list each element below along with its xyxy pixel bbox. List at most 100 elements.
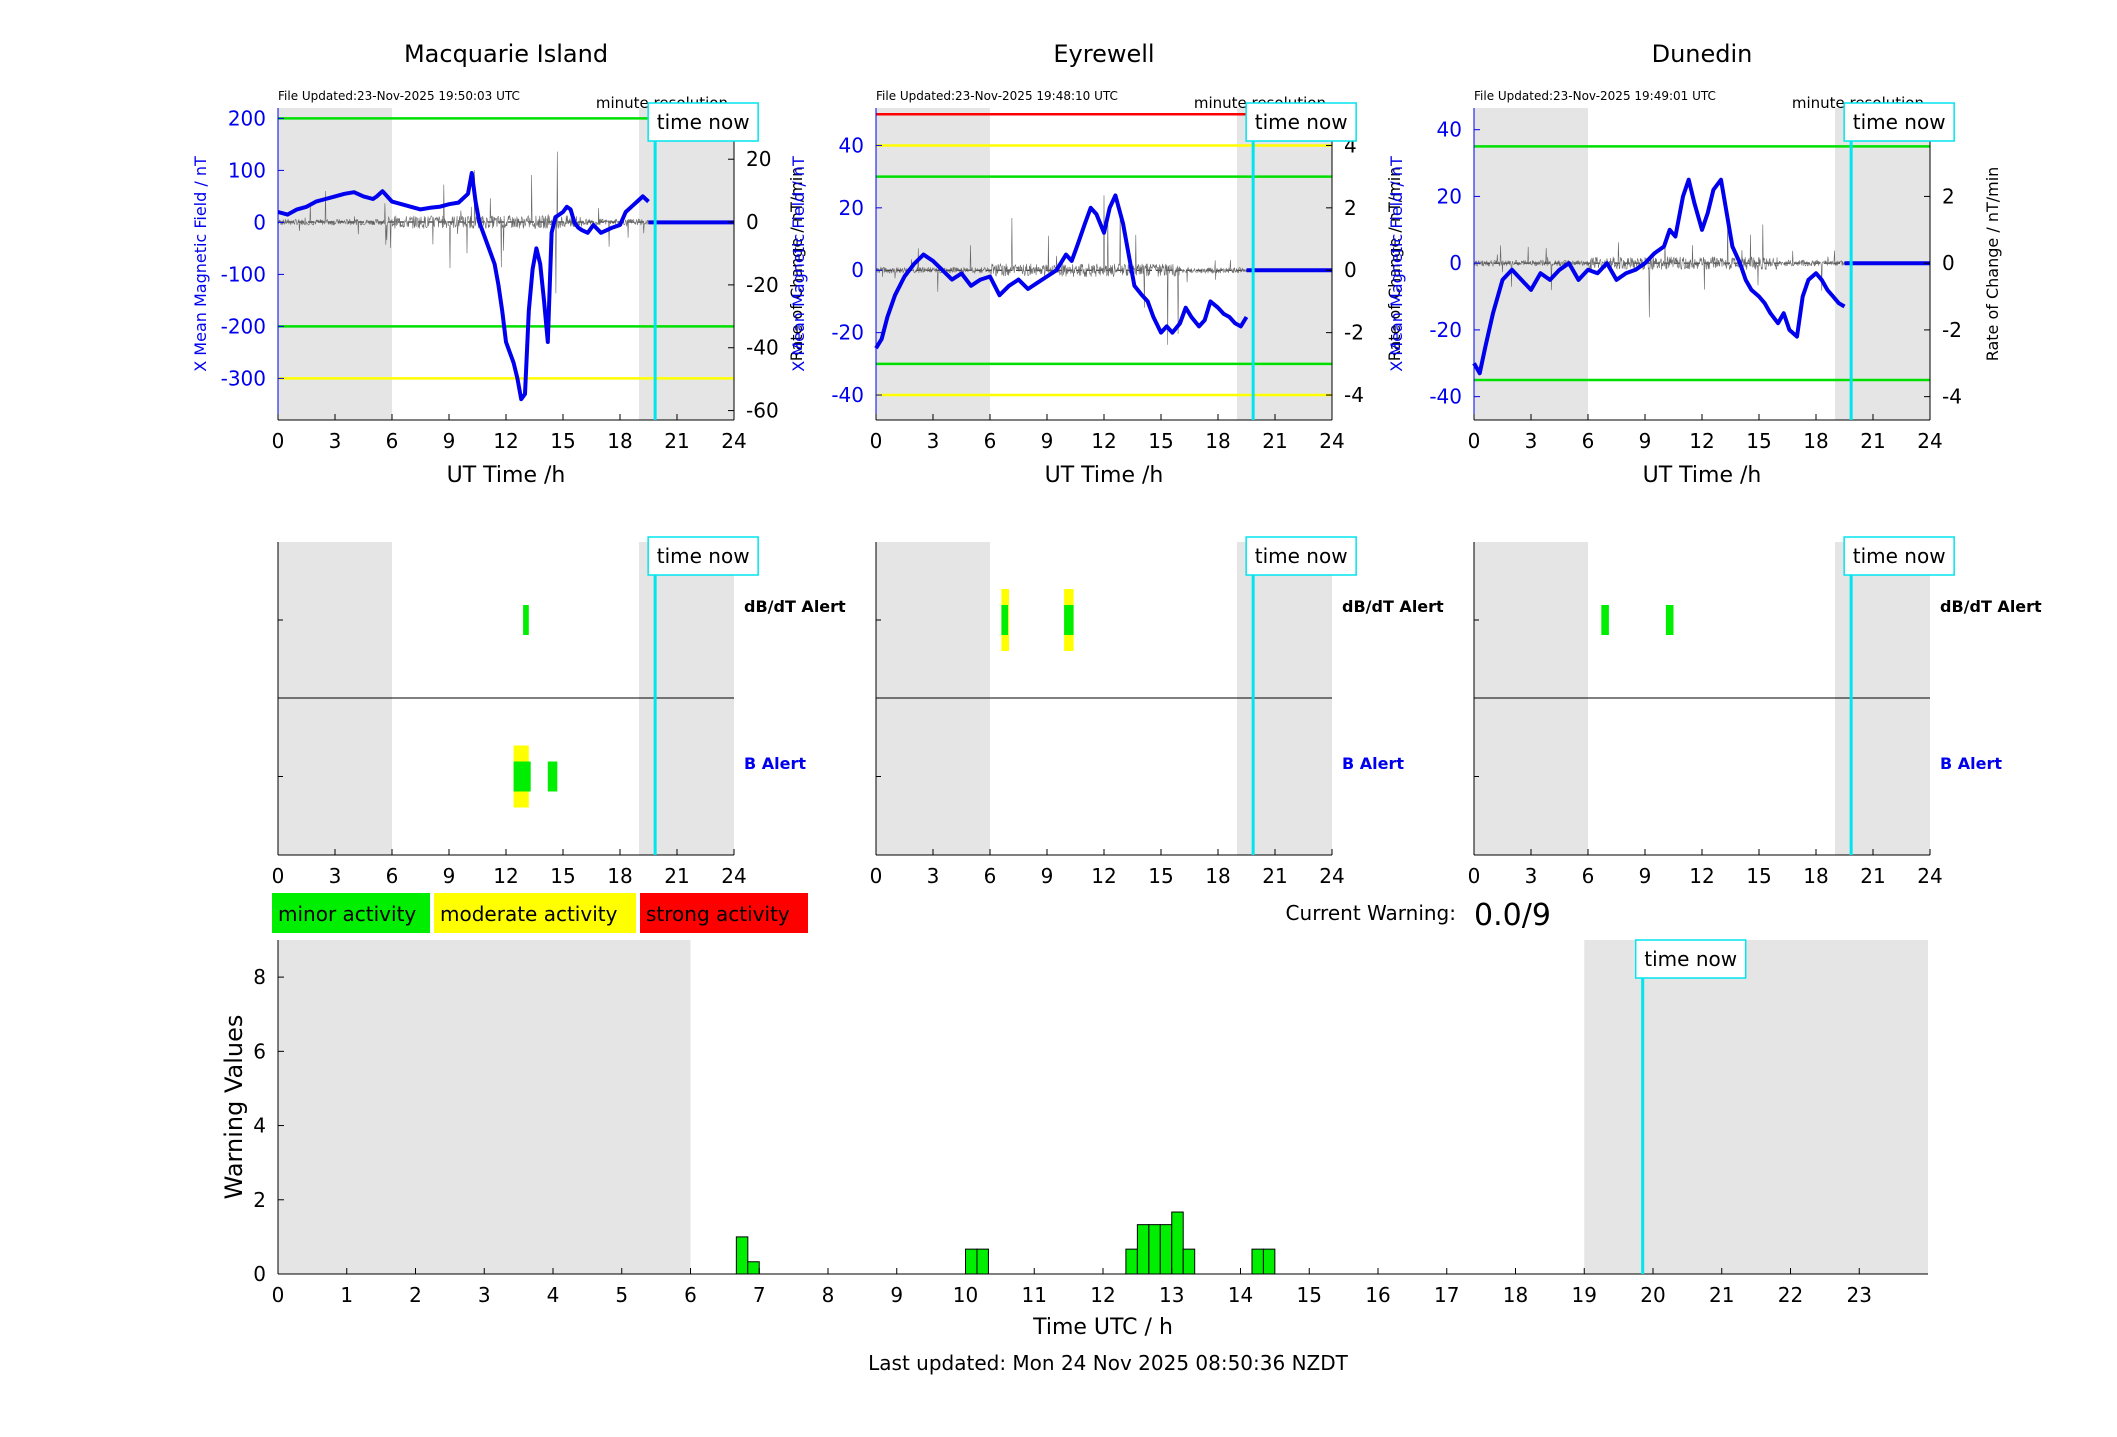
y-tick-label: 20: [1437, 184, 1462, 208]
x-tick-label: 1: [340, 1283, 353, 1307]
time-now-label: time now: [1255, 110, 1348, 134]
x-tick-label: 15: [1746, 864, 1771, 888]
y-tick-label: -20: [831, 321, 864, 345]
x-tick-label: 6: [386, 864, 399, 888]
x-tick-label: 6: [1582, 864, 1595, 888]
x-tick-label: 23: [1847, 1283, 1872, 1307]
x-tick-label: 3: [927, 429, 940, 453]
x-tick-label: 15: [550, 864, 575, 888]
y-tick-right-label: 20: [746, 147, 771, 171]
x-tick-label: 17: [1434, 1283, 1459, 1307]
y-tick-right-label: -4: [1344, 383, 1364, 407]
x-tick-label: 16: [1365, 1283, 1390, 1307]
time-now-box: [1245, 102, 1357, 142]
y-tick-right-label: 2: [1942, 184, 1955, 208]
x-tick-label: 24: [1917, 864, 1942, 888]
x-tick-label: 6: [684, 1283, 697, 1307]
x-tick-label: 24: [721, 429, 746, 453]
x-tick-label: 0: [272, 1283, 285, 1307]
x-tick-label: 18: [1803, 429, 1828, 453]
legend-item-2: [640, 893, 808, 933]
x-tick-label: 21: [664, 429, 689, 453]
current-warning-label: Current Warning:: [1286, 901, 1456, 925]
x-tick-label: 15: [1148, 864, 1173, 888]
chart-title: Macquarie Island: [404, 40, 608, 68]
x-axis-label: UT Time /h: [1045, 463, 1164, 488]
dbdt-alert-label: dB/dT Alert: [1342, 597, 1444, 616]
legend-label: strong activity: [646, 902, 790, 926]
x-tick-label: 12: [1090, 1283, 1115, 1307]
x-tick-label: 24: [1319, 864, 1344, 888]
x-tick-label: 6: [1582, 429, 1595, 453]
y-tick-right-label: 2: [1344, 196, 1357, 220]
y-axis-label: X Mean Magnetic Field / nT: [1387, 156, 1406, 372]
dbdt-alert-label: dB/dT Alert: [1940, 597, 2042, 616]
y-tick-right-label: 0: [1942, 251, 1955, 275]
chart-title: Eyrewell: [1053, 40, 1154, 68]
x-tick-label: 21: [1709, 1283, 1734, 1307]
b-alert-label: B Alert: [1940, 754, 2002, 773]
time-now-box: [1843, 102, 1955, 142]
night-shading: [876, 108, 990, 420]
y-tick-right-label: 0: [746, 210, 759, 234]
warning-bar: [747, 1261, 760, 1275]
x-tick-label: 9: [443, 864, 456, 888]
y-tick-label: 0: [253, 210, 266, 234]
x-tick-label: 3: [329, 864, 342, 888]
x-tick-label: 24: [1917, 429, 1942, 453]
x-tick-label: 18: [607, 864, 632, 888]
x-tick-label: 19: [1572, 1283, 1597, 1307]
y-tick-label: 200: [228, 106, 266, 130]
y-tick-label: 100: [228, 158, 266, 182]
x-axis-label: UT Time /h: [1643, 463, 1762, 488]
warning-bar: [1159, 1224, 1173, 1275]
x-tick-label: 0: [1468, 864, 1481, 888]
x-axis-label: UT Time /h: [447, 463, 566, 488]
x-tick-label: 3: [1525, 864, 1538, 888]
x-tick-label: 3: [1525, 429, 1538, 453]
rate-of-change-trace: [1473, 215, 1845, 318]
x-tick-label: 21: [664, 864, 689, 888]
night-shading: [278, 940, 691, 1274]
y-tick-label: 20: [839, 196, 864, 220]
current-warning-value: 0.0/9: [1474, 898, 1551, 933]
x-tick-label: 9: [1041, 864, 1054, 888]
dbdt-alert-label: dB/dT Alert: [744, 597, 846, 616]
b-alert-label: B Alert: [1342, 754, 1404, 773]
last-updated: Last updated: Mon 24 Nov 2025 08:50:36 N…: [868, 1351, 1349, 1375]
y-tick-label: -100: [221, 262, 266, 286]
x-tick-label: 5: [615, 1283, 628, 1307]
alert-mark-minor: [1001, 605, 1009, 635]
y-axis-label: X Mean Magnetic Field / nT: [191, 156, 210, 372]
y-tick-label: 2: [253, 1188, 266, 1212]
y-tick-right-label: -20: [746, 273, 779, 297]
x-tick-label: 14: [1228, 1283, 1253, 1307]
file-updated: File Updated:23-Nov-2025 19:49:01 UTC: [1474, 89, 1716, 103]
x-tick-label: 18: [1503, 1283, 1528, 1307]
x-tick-label: 3: [478, 1283, 491, 1307]
x-tick-label: 7: [753, 1283, 766, 1307]
time-now-label: time now: [1644, 947, 1737, 971]
x-tick-label: 6: [386, 429, 399, 453]
y-tick-label: -200: [221, 314, 266, 338]
x-tick-label: 15: [1297, 1283, 1322, 1307]
legend-item-0: [272, 893, 430, 933]
x-tick-label: 0: [272, 429, 285, 453]
x-tick-label: 9: [443, 429, 456, 453]
y-tick-label: 40: [1437, 118, 1462, 142]
y-tick-label: 0: [851, 258, 864, 282]
x-tick-label: 0: [870, 429, 883, 453]
alert-mark-minor: [1064, 605, 1074, 635]
file-updated: File Updated:23-Nov-2025 19:50:03 UTC: [278, 89, 520, 103]
y-tick-label: 0: [1449, 251, 1462, 275]
x-tick-label: 21: [1262, 429, 1287, 453]
night-shading: [639, 108, 734, 420]
x-tick-label: 18: [1205, 429, 1230, 453]
alert-mark-minor: [547, 761, 558, 792]
x-tick-label: 12: [1091, 864, 1116, 888]
y-tick-label: 4: [253, 1114, 266, 1138]
y-tick-right-label: 0: [1344, 258, 1357, 282]
x-tick-label: 9: [1639, 429, 1652, 453]
warning-bar: [1251, 1248, 1264, 1275]
time-now-label: time now: [657, 544, 750, 568]
